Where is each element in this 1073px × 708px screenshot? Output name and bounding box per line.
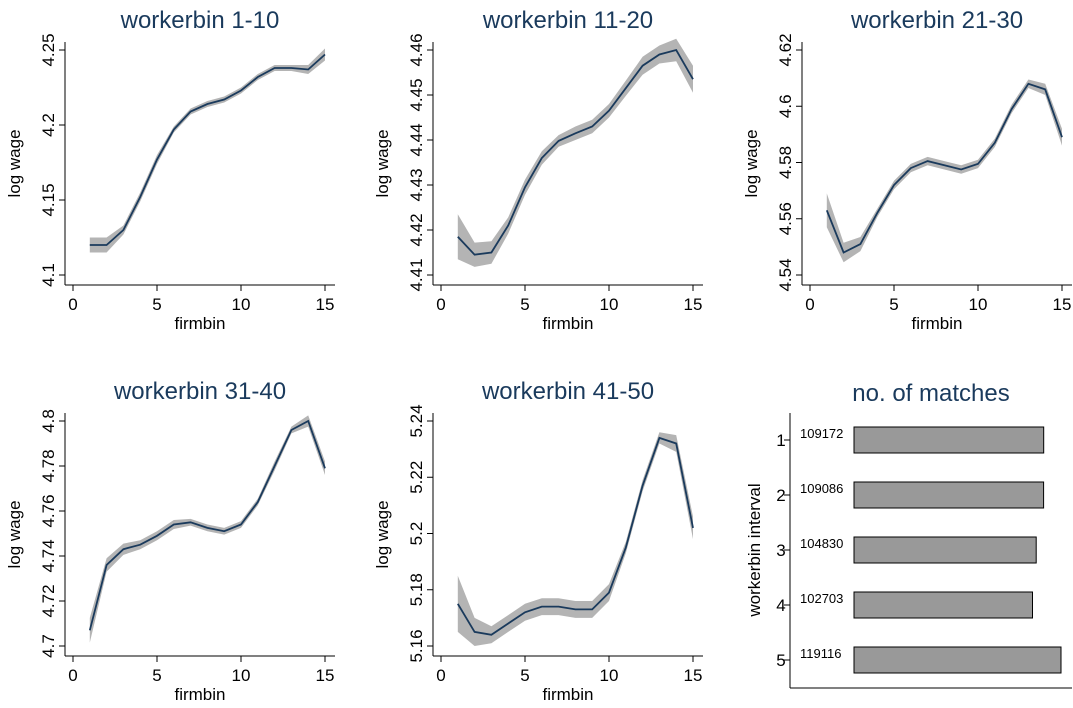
y-tick-label: 4.25 — [39, 33, 58, 66]
confidence-band — [89, 48, 325, 253]
x-tick-label: 10 — [600, 295, 619, 314]
y-tick-label: 5.22 — [407, 461, 426, 494]
x-axis-label: firmbin — [542, 314, 593, 333]
y-tick-label: 4.62 — [776, 33, 795, 66]
confidence-band — [826, 79, 1062, 263]
bar — [853, 646, 1062, 674]
y-axis-label: log wage — [742, 129, 761, 197]
y-tick-label: 4.42 — [407, 213, 426, 246]
series-line — [457, 436, 694, 636]
confidence-band — [457, 432, 693, 646]
x-tick-label: 5 — [889, 295, 898, 314]
y-tick-label: 5.16 — [407, 629, 426, 662]
bar-value-label: 102703 — [800, 591, 843, 606]
y-tick-label: 5.24 — [407, 404, 426, 437]
bar-value-label: 119116 — [800, 646, 841, 661]
panel-title: workerbin 1-10 — [120, 7, 280, 34]
panel-1: workerbin 1-10 0 5 10 15 4.1 4.15 4.2 4.25 firmbi… — [5, 7, 335, 333]
category-label: 4 — [776, 596, 785, 615]
bar — [853, 426, 1045, 454]
y-tick-label: 4.46 — [407, 33, 426, 66]
x-tick-label: 10 — [600, 666, 619, 685]
y-tick-label: 4.6 — [776, 94, 795, 118]
panel-2: workerbin 11-20 0 5 10 15 4.41 4.42 4.43 4.44 4.4… — [373, 7, 703, 333]
x-tick-label: 10 — [969, 295, 988, 314]
x-tick-label: 0 — [68, 295, 77, 314]
x-tick-label: 0 — [805, 295, 814, 314]
series-line — [825, 82, 1063, 254]
x-tick-label: 10 — [232, 295, 251, 314]
x-tick-label: 0 — [436, 666, 445, 685]
x-axis-label: firmbin — [542, 685, 593, 704]
y-axis-label: log wage — [373, 129, 392, 197]
y-axis-label: log wage — [5, 500, 24, 568]
bar — [853, 481, 1045, 509]
x-tick-label: 5 — [520, 666, 529, 685]
y-tick-label: 4.56 — [776, 202, 795, 235]
y-tick-label: 4.2 — [39, 113, 58, 137]
y-axis-label: workerbin interval — [745, 483, 764, 617]
series-line — [89, 53, 326, 246]
series-line — [88, 419, 326, 631]
x-tick-label: 5 — [520, 295, 529, 314]
x-tick-label: 0 — [68, 666, 77, 685]
x-tick-label: 5 — [152, 295, 161, 314]
category-label: 5 — [776, 651, 785, 670]
bar — [853, 591, 1033, 619]
y-tick-label: 4.54 — [776, 258, 795, 291]
x-axis-label: firmbin — [174, 685, 225, 704]
bar-value-label: 109172 — [800, 426, 843, 441]
panel-title: workerbin 21-30 — [850, 7, 1023, 34]
panel-3: workerbin 21-30 0 5 10 15 4.54 4.56 4.58 4.6 4.62… — [742, 7, 1072, 333]
panel-5: workerbin 41-50 0 5 10 15 5.16 5.18 5.2 5.22 5.24… — [373, 378, 703, 704]
x-tick-label: 0 — [436, 295, 445, 314]
panel-title: workerbin 31-40 — [113, 378, 286, 405]
y-tick-label: 4.43 — [407, 168, 426, 201]
panel-title: workerbin 41-50 — [481, 378, 654, 405]
category-label: 1 — [776, 431, 785, 450]
bar — [853, 536, 1037, 564]
x-tick-label: 15 — [684, 295, 703, 314]
x-tick-label: 10 — [232, 666, 251, 685]
category-label: 2 — [776, 486, 785, 505]
y-tick-label: 5.18 — [407, 573, 426, 606]
y-tick-label: 4.45 — [407, 78, 426, 111]
y-axis-label: log wage — [373, 500, 392, 568]
bar-value-label: 104830 — [800, 536, 843, 551]
y-tick-label: 5.2 — [407, 522, 426, 546]
x-tick-label: 15 — [1053, 295, 1072, 314]
series-line — [457, 48, 694, 256]
y-tick-label: 4.8 — [39, 409, 58, 433]
y-tick-label: 4.7 — [39, 634, 58, 658]
x-tick-label: 15 — [316, 295, 335, 314]
panel-title: workerbin 11-20 — [482, 7, 653, 34]
y-tick-label: 4.76 — [39, 494, 58, 527]
panel-6: no. of matches 1 109172 2 109086 3 104830 4 1027… — [745, 380, 1072, 689]
y-tick-label: 4.58 — [776, 146, 795, 179]
y-axis-label: log wage — [5, 129, 24, 197]
x-tick-label: 15 — [316, 666, 335, 685]
y-tick-label: 4.78 — [39, 449, 58, 482]
panel-title: no. of matches — [852, 380, 1009, 407]
y-tick-label: 4.72 — [39, 584, 58, 617]
bar-value-label: 109086 — [800, 481, 843, 496]
x-tick-label: 15 — [684, 666, 703, 685]
y-tick-label: 4.15 — [39, 183, 58, 216]
confidence-band — [457, 38, 693, 267]
x-axis-label: firmbin — [911, 314, 962, 333]
x-axis-label: firmbin — [174, 314, 225, 333]
panel-4: workerbin 31-40 0 5 10 15 4.7 4.72 4.74 4.76 4.78… — [5, 378, 335, 704]
y-tick-label: 4.1 — [39, 263, 58, 287]
x-tick-label: 5 — [152, 666, 161, 685]
y-tick-label: 4.44 — [407, 123, 426, 156]
category-label: 3 — [776, 541, 785, 560]
y-tick-label: 4.41 — [407, 258, 426, 291]
confidence-band — [89, 415, 325, 643]
y-tick-label: 4.74 — [39, 539, 58, 572]
